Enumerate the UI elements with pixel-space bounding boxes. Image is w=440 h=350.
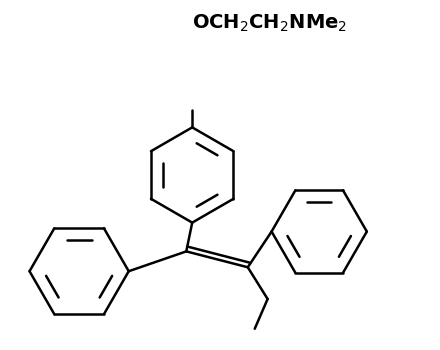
Text: OCH$_2$CH$_2$NMe$_2$: OCH$_2$CH$_2$NMe$_2$ <box>192 13 347 34</box>
